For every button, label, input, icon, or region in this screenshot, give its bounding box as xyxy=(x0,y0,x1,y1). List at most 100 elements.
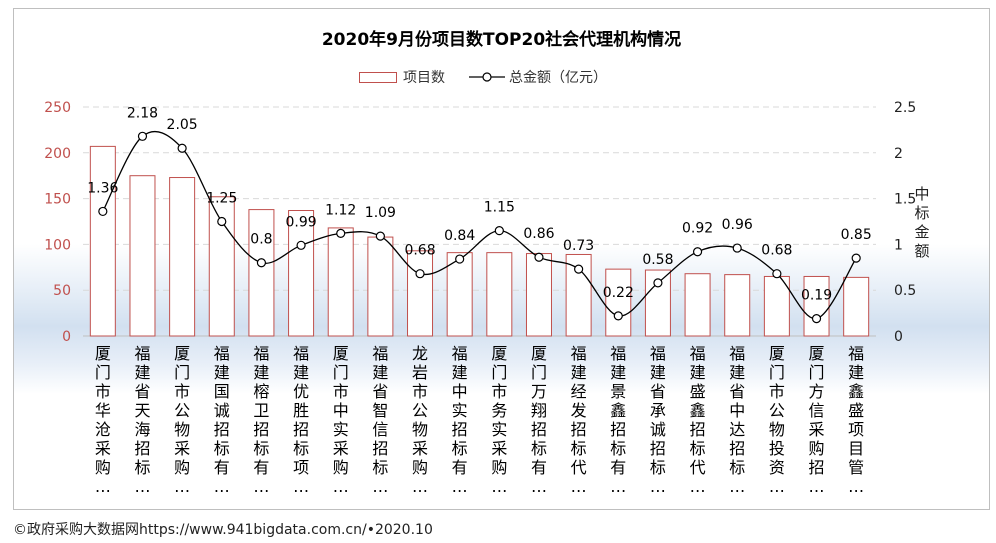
y-right-tick-label: 0.5 xyxy=(894,283,916,299)
category-label-char: 华 xyxy=(95,401,111,420)
category-label-char: … xyxy=(412,477,428,496)
line-marker xyxy=(811,313,822,324)
bar xyxy=(605,268,632,337)
line-marker xyxy=(851,253,861,263)
y-right-tick-label: 2.5 xyxy=(894,100,916,116)
category-label-char: 福 xyxy=(372,344,388,363)
category-label-char: … xyxy=(214,477,230,496)
category-label-char: … xyxy=(809,477,825,496)
category-label-char: 招 xyxy=(452,420,468,439)
category-label-char: 信 xyxy=(372,420,388,439)
data-label: 0.96 xyxy=(722,217,753,233)
category-label-char: 海 xyxy=(134,420,150,439)
category-label-char: 有 xyxy=(531,458,547,477)
category-label-char: 省 xyxy=(134,382,150,401)
category-label-char: 福 xyxy=(729,344,745,363)
data-label: 0.86 xyxy=(523,226,554,242)
data-label: 1.09 xyxy=(365,205,396,221)
category-label-char: 翔 xyxy=(531,401,547,420)
category-label-char: 招 xyxy=(729,439,745,458)
category-label-char: 福 xyxy=(253,344,269,363)
category-label-char: 招 xyxy=(134,439,150,458)
data-label: 0.99 xyxy=(285,214,316,230)
legend-line-swatch xyxy=(469,72,505,82)
data-label: 1.25 xyxy=(206,191,237,207)
category-label-char: 管 xyxy=(848,458,864,477)
data-label: 2.18 xyxy=(127,105,158,121)
chart-plot: 05010015020025000.511.522.5中标金额1.362.182… xyxy=(44,100,929,496)
data-label: 0.73 xyxy=(563,238,594,254)
category-label-char: 标 xyxy=(214,439,230,458)
bar xyxy=(684,273,711,337)
category-label-char: 建 xyxy=(729,363,745,382)
category-label-char: 标 xyxy=(452,439,468,458)
category-label-char: … xyxy=(571,477,587,496)
category-label-char: 卫 xyxy=(253,401,269,420)
data-label: 0.19 xyxy=(801,288,832,304)
category-label-char: 福 xyxy=(452,344,468,363)
category-label-char: 标 xyxy=(253,439,269,458)
category-label-char: 采 xyxy=(333,439,349,458)
data-label: 0.68 xyxy=(761,243,792,259)
category-label-char: 物 xyxy=(412,420,428,439)
category-label-char: 承 xyxy=(650,401,666,420)
category-label-char: 达 xyxy=(729,420,745,439)
category-label-char: 购 xyxy=(333,458,349,477)
bar xyxy=(248,209,275,337)
category-label-char: 诚 xyxy=(214,401,230,420)
line-marker xyxy=(296,240,306,250)
category-label-char: 购 xyxy=(412,458,428,477)
legend-bar-label: 项目数 xyxy=(403,70,445,86)
category-label-char: 标 xyxy=(372,458,388,477)
category-label-char: 鑫 xyxy=(848,382,864,401)
category-label-char: … xyxy=(531,477,547,496)
category-label-char: 厦 xyxy=(174,344,190,363)
category-label-char: 建 xyxy=(690,363,706,382)
category-label-char: 方 xyxy=(809,382,825,401)
category-label-char: 代 xyxy=(571,458,587,477)
line-marker xyxy=(653,278,663,288)
y-right-tick-label: 2 xyxy=(894,146,903,162)
category-label-char: 实 xyxy=(333,420,349,439)
category-label-char: 物 xyxy=(769,420,785,439)
category-label-char: 购 xyxy=(809,439,825,458)
category-label-char: … xyxy=(690,477,706,496)
data-label: 0.22 xyxy=(603,285,634,301)
category-label-char: 福 xyxy=(214,344,230,363)
category-label-char: 公 xyxy=(174,401,190,420)
bar xyxy=(208,196,235,337)
category-label-char: 门 xyxy=(491,363,507,382)
category-label-char: 中 xyxy=(333,401,349,420)
line-marker xyxy=(455,254,465,264)
category-label-char: 万 xyxy=(531,382,547,401)
bar xyxy=(486,252,513,337)
data-label: 2.05 xyxy=(167,117,198,133)
category-label-char: 天 xyxy=(134,401,150,420)
category-label-char: 购 xyxy=(491,458,507,477)
category-label-char: 岩 xyxy=(412,363,428,382)
line-marker xyxy=(613,311,623,321)
bar xyxy=(803,275,830,337)
line-marker xyxy=(574,264,584,274)
data-label: 1.15 xyxy=(484,200,515,216)
category-label-char: 信 xyxy=(809,401,825,420)
category-label-char: 标 xyxy=(293,439,309,458)
category-label-char: 建 xyxy=(253,363,269,382)
category-label-char: 中 xyxy=(729,401,745,420)
category-label-char: 采 xyxy=(809,420,825,439)
category-label-char: 福 xyxy=(293,344,309,363)
line-marker xyxy=(336,228,346,239)
category-label-char: … xyxy=(333,477,349,496)
y-left-tick-label: 100 xyxy=(44,237,71,253)
category-label-char: 招 xyxy=(531,420,547,439)
bar xyxy=(407,250,434,337)
category-label-char: 中 xyxy=(452,382,468,401)
category-label-char: 有 xyxy=(214,458,230,477)
category-label-char: 景 xyxy=(610,382,626,401)
y-left-tick-label: 50 xyxy=(53,283,71,299)
category-label-char: … xyxy=(293,477,309,496)
category-label-char: 标 xyxy=(650,458,666,477)
category-label-char: 厦 xyxy=(769,344,785,363)
category-label-char: 采 xyxy=(95,439,111,458)
category-label-char: 市 xyxy=(412,382,428,401)
